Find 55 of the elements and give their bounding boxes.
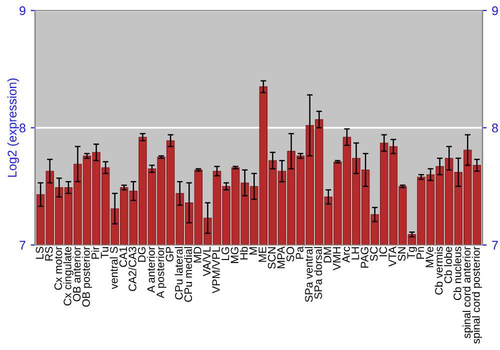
x-tick-label: LS (36, 246, 44, 259)
x-tick-label: VTA (388, 246, 396, 267)
x-tick-label: Pir (91, 246, 100, 259)
x-tick-label: spinal cord anterior (462, 246, 473, 338)
x-tick-label: LH (352, 247, 360, 260)
x-tick-label: Cx motor (54, 246, 62, 290)
x-tick-label: PAG (360, 247, 368, 268)
x-tick-label: VPM/VPL (212, 246, 220, 294)
y2-tick-label: 7 (492, 240, 498, 250)
y2-tick-label: 8 (492, 124, 498, 132)
x-tick-label: OB posterior (82, 246, 92, 307)
x-tick-label: RS (45, 246, 53, 261)
x-tick-label: spinal cord posterior (472, 246, 482, 344)
y2-tick-label: 9 (492, 6, 498, 16)
x-tick-label: M (249, 247, 257, 255)
x-tick-label: SPa dorsal (314, 247, 322, 299)
x-tick-label: Pa (296, 246, 304, 259)
x-tick-label: Cx cingulate (63, 246, 74, 306)
x-tick-label: VA/VL (202, 246, 211, 276)
x-tick-label: MVe (426, 246, 434, 268)
x-tick-label: Cb lobe (444, 246, 452, 284)
x-tick-label: DG (138, 247, 146, 262)
x-tick-label: LG (221, 247, 230, 260)
x-tick-label: A anterior (146, 246, 155, 293)
x-tick-label: IC (379, 246, 387, 256)
x-tick-label: VMH (333, 247, 340, 270)
x-tick-label: Tu (100, 247, 108, 258)
x-tick-label: CA1 (119, 246, 128, 267)
y-tick-label: 7 (20, 240, 26, 250)
x-tick-label: Tg (407, 247, 417, 259)
x-tick-label: GP (166, 246, 174, 262)
y-tick-label: 9 (20, 6, 26, 16)
x-tick-label: SCN (268, 247, 276, 269)
x-tick-label: OB anterior (72, 246, 81, 302)
y-axis-title: Log2 (expression) (7, 78, 20, 177)
x-tick-label: Hb (240, 246, 248, 260)
x-tick-label: ME (258, 246, 266, 262)
x-tick-label: CPu lateral (174, 247, 183, 300)
x-tick-label: Cb vermis (434, 246, 443, 295)
x-tick-label: MG (230, 247, 238, 263)
x-tick-label: Pn (416, 247, 424, 259)
x-tick-label: ventral S (110, 246, 118, 290)
x-tick-label: SN (398, 247, 406, 261)
y-tick-label: 8 (20, 124, 26, 132)
x-tick-label: CPu medial (184, 247, 192, 302)
x-tick-label: A posterior (156, 246, 166, 298)
x-tick-label: MD (194, 246, 202, 262)
x-tick-label: SPa ventral (304, 247, 313, 302)
x-tick-label: CA2/CA3 (128, 246, 136, 291)
x-tick-label: SO (286, 246, 294, 262)
x-tick-label: Arc (342, 246, 350, 263)
x-tick-label: DM (324, 247, 332, 262)
x-tick-label: SC (370, 246, 378, 261)
x-tick-label: Cb nucleus (453, 246, 462, 300)
x-tick-label: MPA (277, 246, 285, 268)
